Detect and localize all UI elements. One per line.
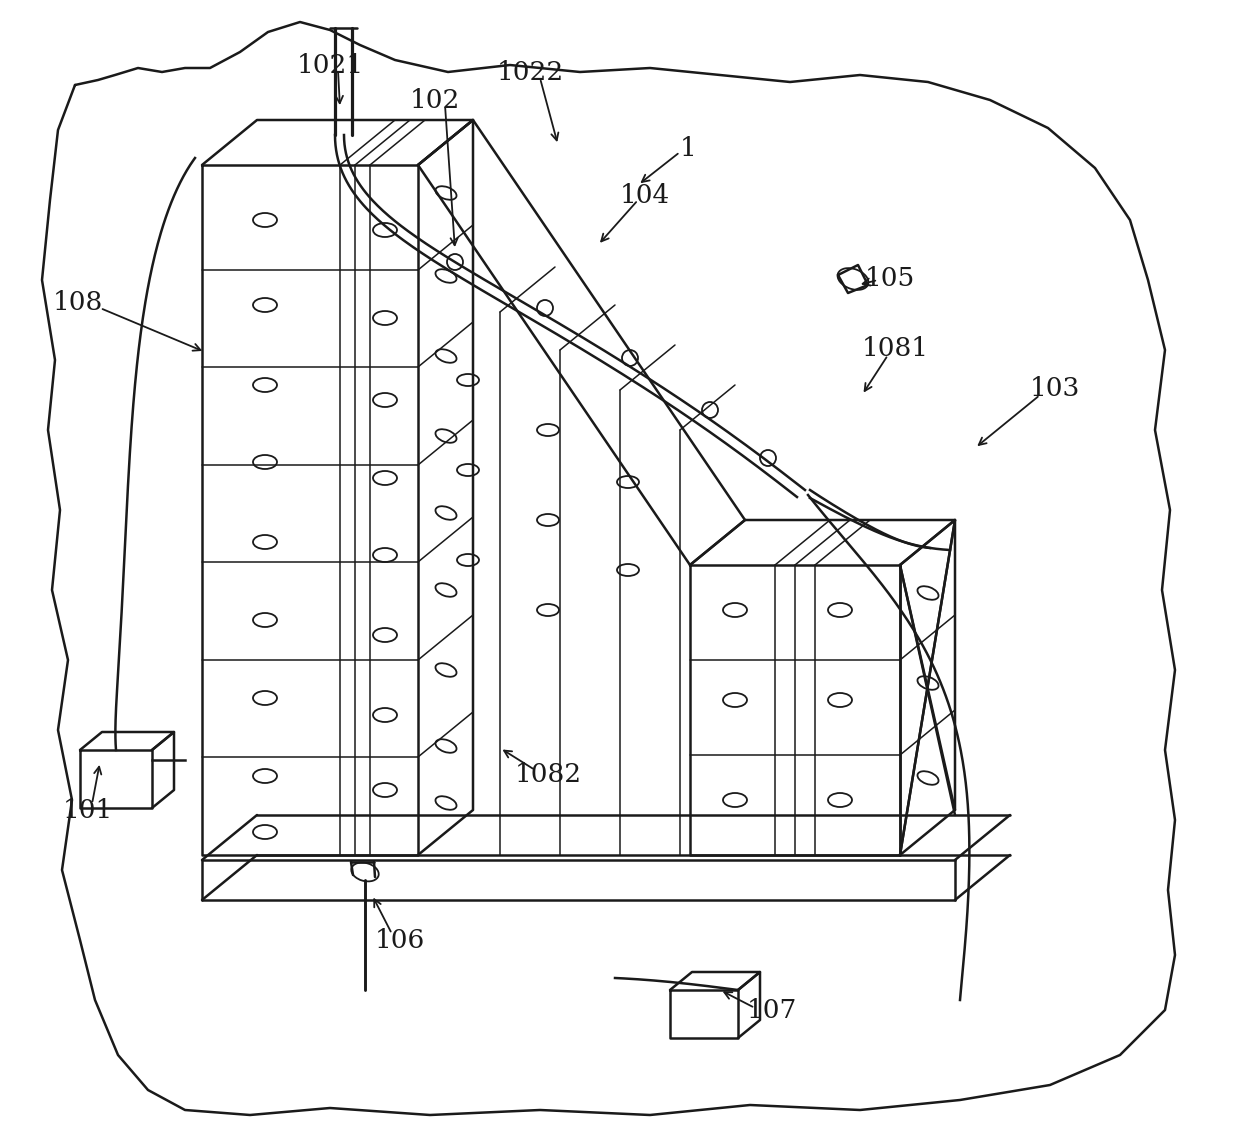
Text: 1: 1 (680, 135, 697, 160)
Text: 1081: 1081 (862, 335, 929, 361)
Text: 105: 105 (864, 266, 915, 291)
Text: 101: 101 (63, 798, 113, 822)
Text: 1082: 1082 (515, 763, 582, 788)
Text: 1021: 1021 (296, 53, 363, 78)
Text: 1022: 1022 (496, 60, 564, 85)
Text: 106: 106 (374, 927, 425, 953)
Text: 103: 103 (1029, 376, 1080, 401)
Text: 108: 108 (53, 290, 103, 315)
Text: 104: 104 (620, 182, 670, 207)
Text: 102: 102 (409, 87, 460, 112)
Text: 107: 107 (746, 997, 797, 1022)
